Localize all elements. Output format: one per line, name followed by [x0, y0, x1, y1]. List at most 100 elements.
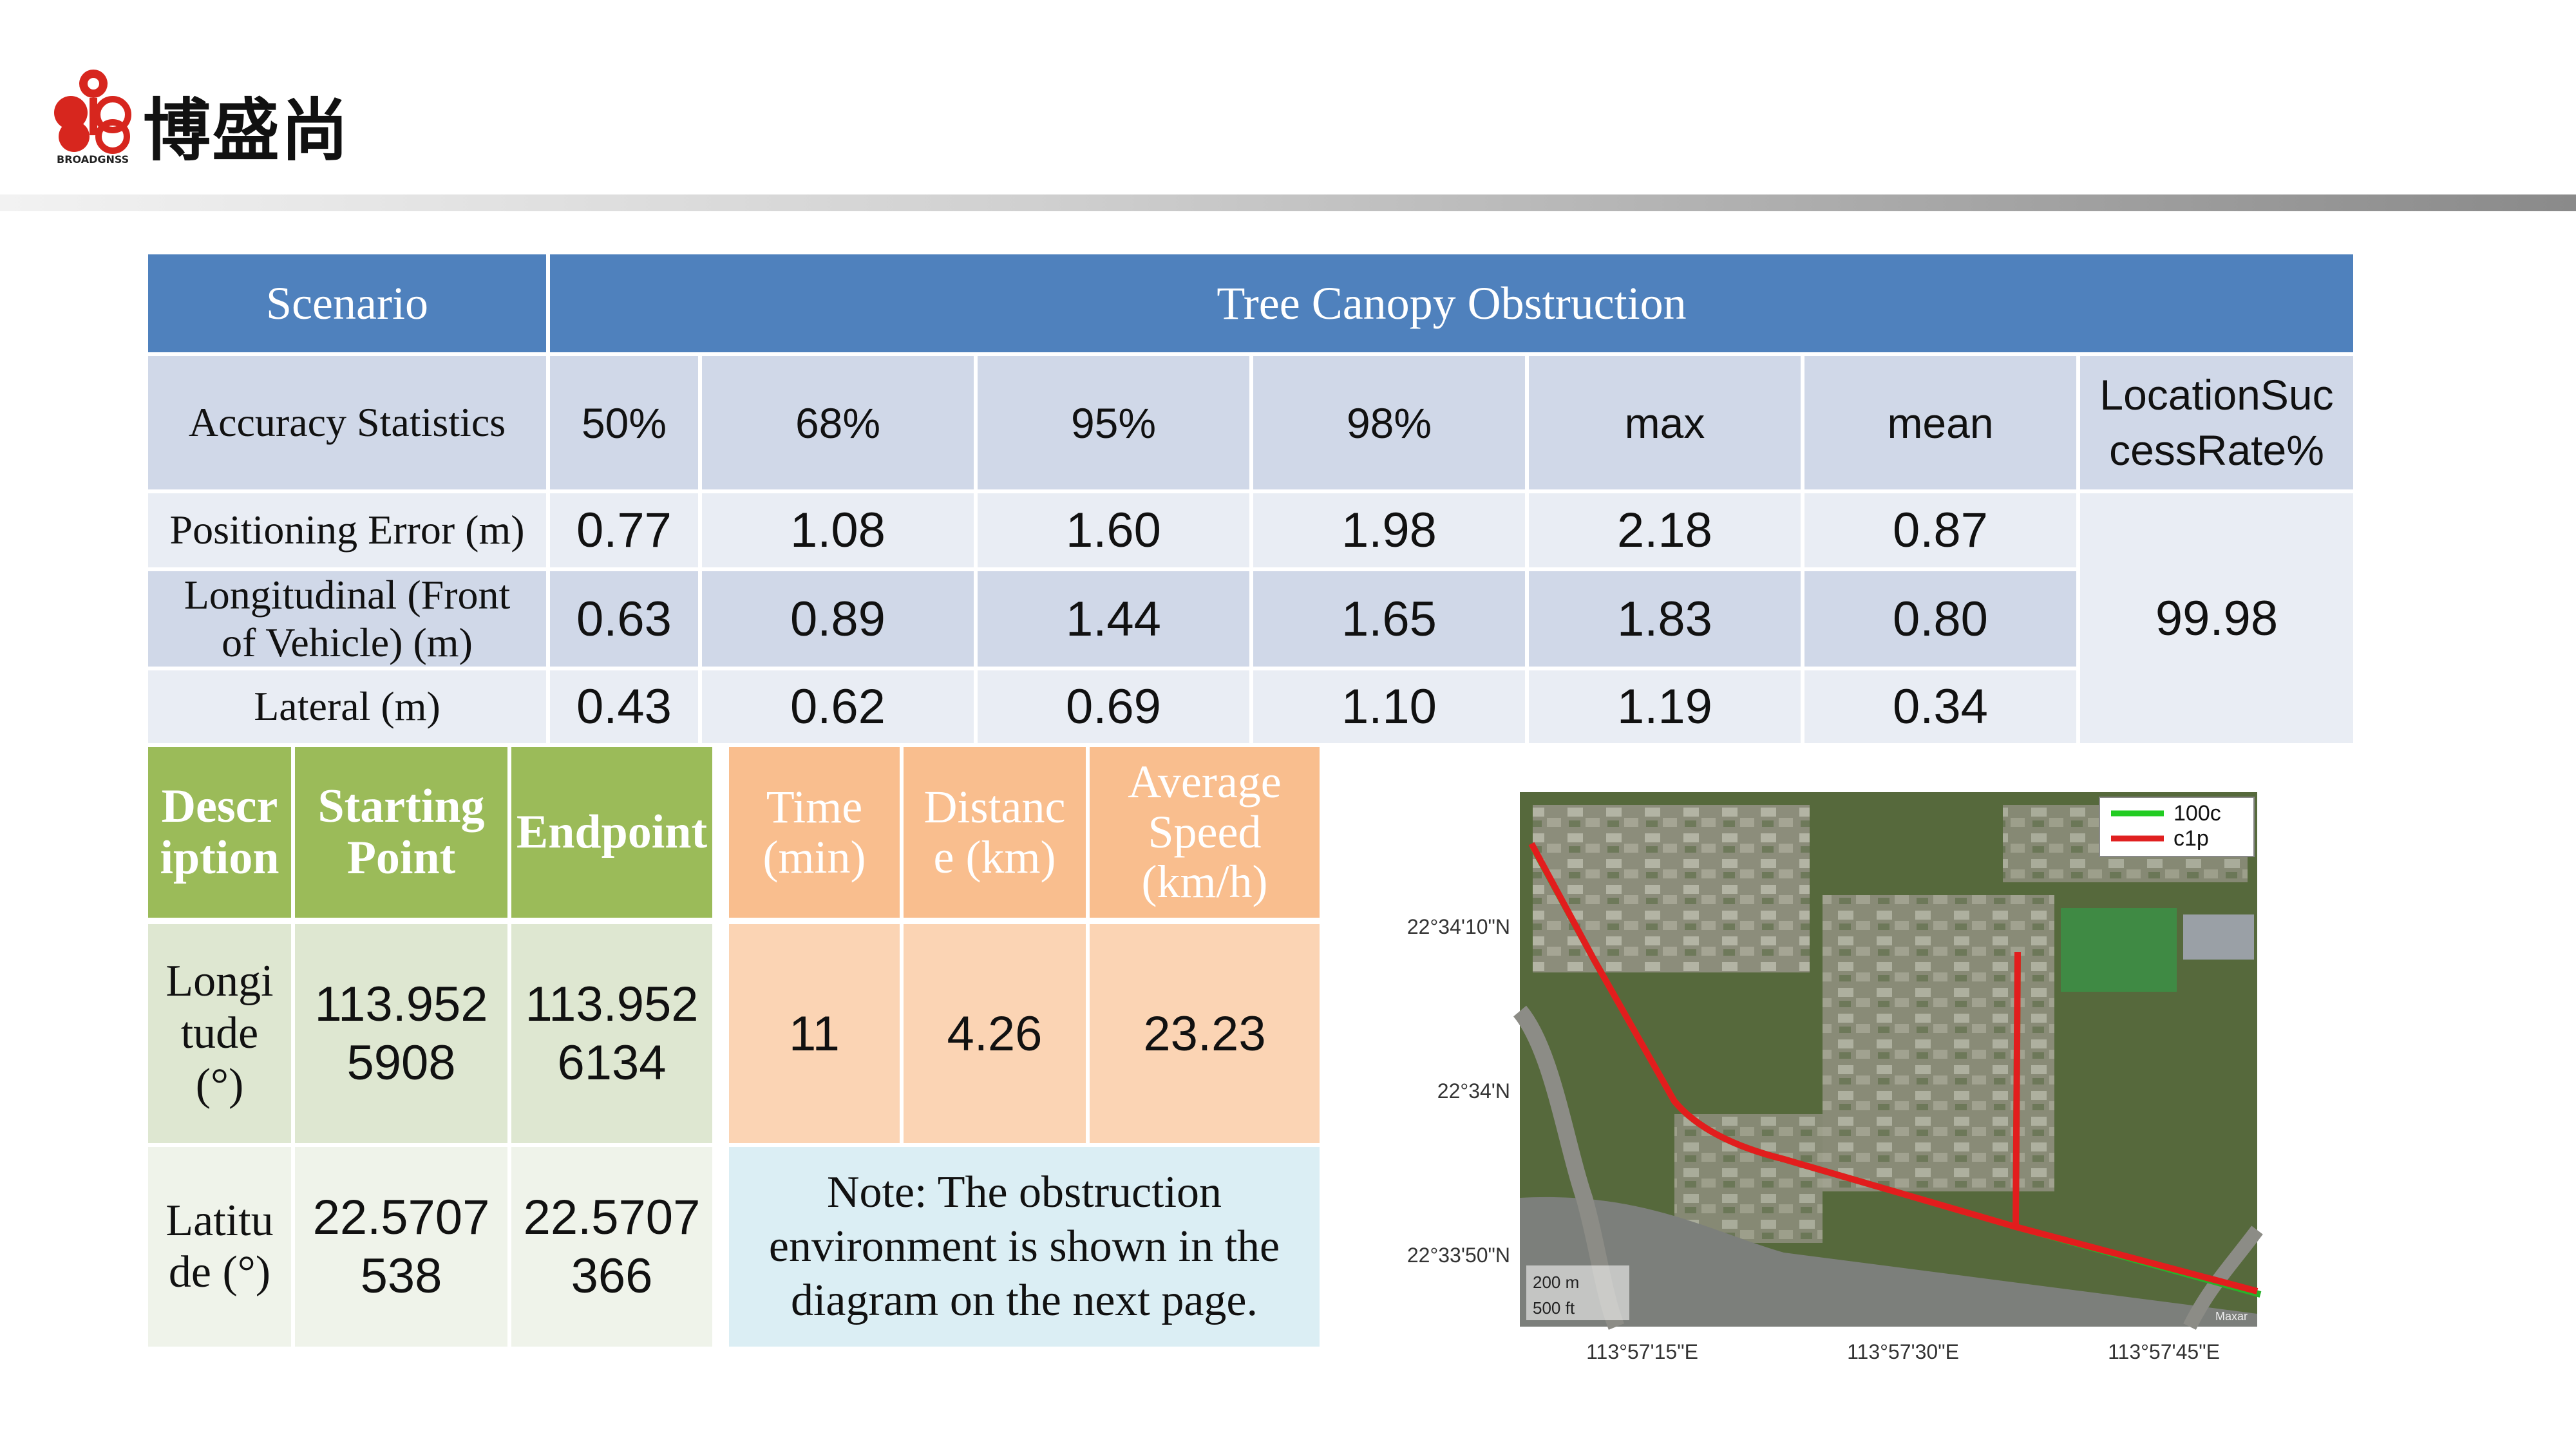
- table-cell: 1.19: [1529, 670, 1801, 743]
- longitude-start: 113.952 5908: [295, 924, 507, 1143]
- row-label-line1: Longitudinal (Front: [184, 572, 511, 618]
- lon-label: 113°57'30"E: [1847, 1340, 1959, 1363]
- lat-label: 22°34'10"N: [1407, 915, 1510, 938]
- latitude-end: 22.5707 366: [511, 1147, 712, 1347]
- scenario-value: Tree Canopy Obstruction: [1217, 277, 1687, 329]
- column-header-label: max: [1624, 399, 1705, 447]
- table-cell: 1.08: [702, 493, 974, 567]
- accuracy-statistics-label: Accuracy Statistics: [148, 356, 546, 489]
- success-rate-number: 99.98: [2155, 591, 2278, 646]
- column-header-label: 68%: [795, 399, 881, 447]
- table-cell: 1.60: [978, 493, 1249, 567]
- scale-feet: 500 ft: [1533, 1298, 1575, 1318]
- cell-value: 1.65: [1341, 591, 1437, 647]
- value-text: 11: [789, 1006, 840, 1061]
- distance-header: Distanc e (km): [904, 747, 1086, 918]
- cell-value: 0.87: [1893, 503, 1988, 558]
- lat-label: 22°33'50"N: [1407, 1244, 1510, 1267]
- lon-label: 113°57'45"E: [2108, 1340, 2220, 1363]
- success-rate-header: LocationSuc cessRate%: [2080, 356, 2353, 489]
- row-label: Positioning Error (m): [148, 493, 546, 567]
- table-cell: 1.98: [1253, 493, 1525, 567]
- table-cell: 0.43: [550, 670, 698, 743]
- table-cell: 0.87: [1804, 493, 2076, 567]
- header-line: Speed: [1148, 806, 1262, 858]
- scenario-header: Scenario: [148, 254, 546, 352]
- accuracy-statistics-text: Accuracy Statistics: [188, 399, 506, 446]
- map-attribution: Maxar: [2215, 1310, 2248, 1323]
- scenario-label: Scenario: [266, 277, 428, 329]
- cell-value: 1.44: [1066, 591, 1161, 647]
- column-header: mean: [1804, 356, 2076, 489]
- cell-value: 0.77: [576, 503, 672, 558]
- note-cell: Note: The obstruction environment is sho…: [729, 1147, 1320, 1347]
- note-line: diagram on the next page.: [790, 1276, 1258, 1325]
- value-line: 6134: [557, 1036, 667, 1090]
- brand-name: 博盛尚: [143, 91, 350, 170]
- column-header-label: 98%: [1346, 399, 1432, 447]
- value-line: 113.952: [314, 976, 488, 1032]
- latitude-start: 22.5707 538: [295, 1147, 507, 1347]
- brand-logo-mark: [54, 70, 131, 154]
- header-line: e (km): [933, 831, 1056, 883]
- header-line: iption: [160, 831, 279, 884]
- longitude-label: Longi tude (°): [148, 924, 291, 1143]
- label-line: Longi: [166, 956, 274, 1007]
- label-line: de (°): [168, 1247, 271, 1297]
- table-cell: 0.62: [702, 670, 974, 743]
- label-line: (°): [195, 1060, 244, 1110]
- cell-value: 0.63: [576, 591, 672, 647]
- column-header-label: mean: [1887, 399, 1994, 447]
- header-line: Point: [346, 831, 456, 884]
- value-line: 538: [360, 1249, 442, 1303]
- value-line: 22.5707: [523, 1189, 701, 1245]
- scale-meters: 200 m: [1533, 1273, 1579, 1292]
- cell-value: 1.98: [1341, 503, 1437, 558]
- cell-value: 1.10: [1341, 679, 1437, 734]
- table-cell: 0.77: [550, 493, 698, 567]
- table-cell: 0.34: [1804, 670, 2076, 743]
- highway-area: [1520, 1197, 2257, 1327]
- value-text: 23.23: [1143, 1006, 1266, 1061]
- endpoint-header: Endpoint: [511, 747, 712, 918]
- building-block: [1674, 1114, 1823, 1243]
- header-line: Descr: [161, 779, 278, 833]
- value-line: 5908: [346, 1036, 456, 1090]
- header-line: Average: [1128, 755, 1282, 808]
- header-divider: [0, 194, 2576, 211]
- cell-value: 1.19: [1617, 679, 1712, 734]
- success-rate-value: 99.98: [2080, 493, 2353, 743]
- cell-value: 2.18: [1617, 503, 1712, 558]
- legend-label-c1p: c1p: [2174, 826, 2209, 851]
- value-line: 366: [571, 1249, 653, 1303]
- table-cell: 1.44: [978, 571, 1249, 667]
- row-label: Longitudinal (Front of Vehicle) (m): [148, 571, 546, 667]
- success-rate-label-line2: cessRate%: [2109, 426, 2324, 474]
- route-c1p: [1528, 842, 2259, 1294]
- table-cell: 1.83: [1529, 571, 1801, 667]
- value-line: 22.5707: [312, 1189, 490, 1245]
- cell-value: 0.62: [790, 679, 886, 734]
- residential-area: [1533, 805, 1810, 972]
- column-header: max: [1529, 356, 1801, 489]
- column-header: 95%: [978, 356, 1249, 489]
- value-line: 113.952: [525, 976, 699, 1032]
- column-header-label: 50%: [581, 399, 667, 447]
- label-line: tude: [180, 1008, 259, 1058]
- cell-value: 0.89: [790, 591, 886, 647]
- lat-label: 22°34'N: [1437, 1079, 1510, 1103]
- row-label-line2: of Vehicle) (m): [222, 620, 473, 665]
- distance-value: 4.26: [904, 924, 1086, 1143]
- longitude-end: 113.952 6134: [511, 924, 712, 1143]
- speed-header: Average Speed (km/h): [1090, 747, 1320, 918]
- header-line: (min): [762, 831, 866, 883]
- time-value: 11: [729, 924, 900, 1143]
- time-header: Time (min): [729, 747, 900, 918]
- scale-bar-bg: [1526, 1265, 1629, 1320]
- label-line: Latitu: [166, 1195, 274, 1245]
- cell-value: 0.80: [1893, 591, 1988, 647]
- cell-value: 0.69: [1066, 679, 1161, 734]
- cell-value: 1.83: [1617, 591, 1712, 647]
- header-line: (km/h): [1141, 856, 1268, 908]
- cell-value: 1.08: [790, 503, 886, 558]
